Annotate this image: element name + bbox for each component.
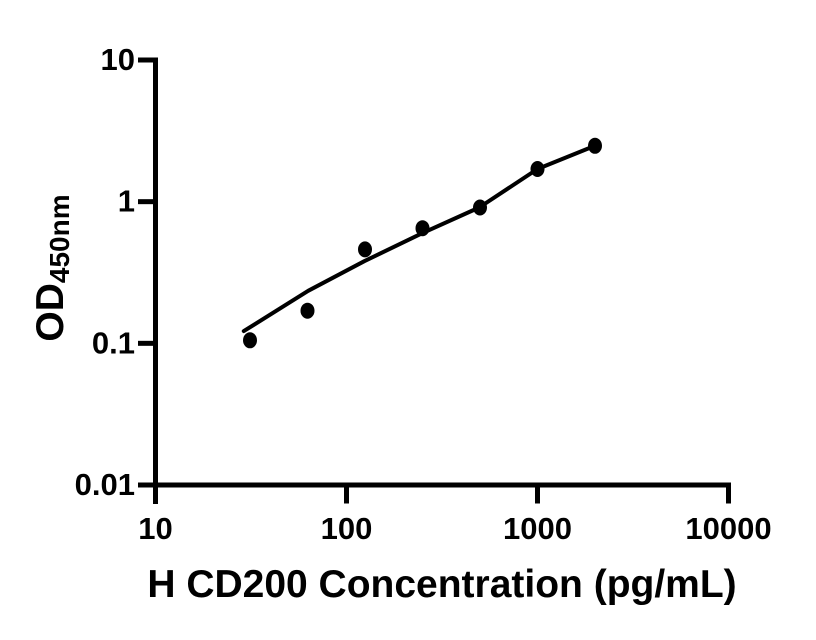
y-axis-title: OD450nm: [29, 194, 75, 341]
y-tick-label: 0.1: [92, 325, 135, 360]
y-axis-title-subscript: 450nm: [44, 194, 75, 283]
data-point: [530, 161, 545, 177]
data-point: [243, 332, 257, 349]
x-tick-label: 1000: [503, 511, 572, 546]
x-tick-label: 100: [321, 511, 373, 546]
data-point: [588, 137, 602, 154]
data-point: [300, 302, 315, 319]
data-point: [415, 220, 430, 237]
data-point: [358, 241, 372, 258]
y-tick-label: 10: [101, 42, 135, 77]
data-point: [473, 199, 487, 216]
y-tick-label: 1: [118, 184, 135, 219]
data-points: [243, 137, 602, 349]
y-tick-label: 0.01: [75, 467, 135, 502]
x-tick-label: 10000: [685, 511, 771, 546]
axes: [153, 57, 731, 504]
y-axis-title-main: OD: [29, 283, 72, 342]
x-axis-title: H CD200 Concentration (pg/mL): [147, 563, 736, 606]
x-tick-label: 10: [138, 511, 172, 546]
axis-ticks: [138, 57, 731, 504]
